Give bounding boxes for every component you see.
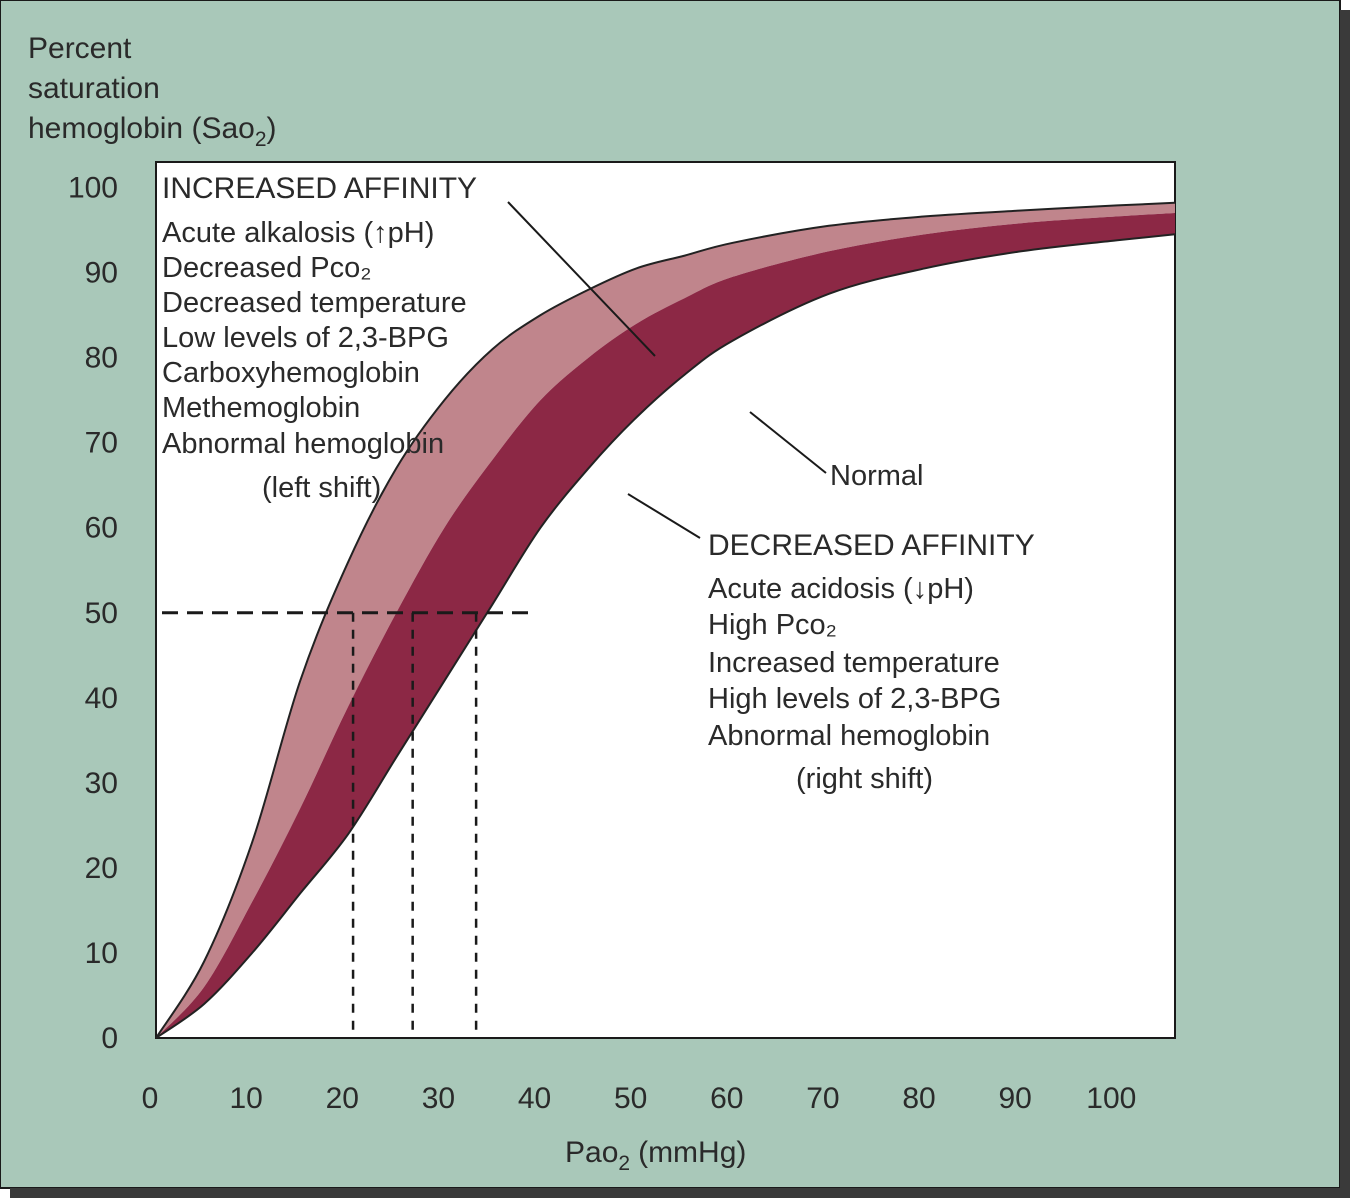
y-axis-title-line-1: Percent — [28, 32, 132, 65]
increased-affinity-item: Carboxyhemoglobin — [162, 357, 420, 389]
y-tick-label: 10 — [85, 937, 118, 970]
y-tick-label: 0 — [101, 1022, 118, 1055]
y-axis-title-line-3: hemoglobin (Sao2) — [28, 112, 277, 151]
increased-affinity-item: Acute alkalosis (↑pH) — [162, 217, 434, 249]
increased-affinity-item: Abnormal hemoglobin — [162, 428, 444, 460]
increased-affinity-item: Decreased temperature — [162, 287, 467, 319]
figure-shadow-right — [1340, 10, 1350, 1198]
y-tick-label: 60 — [85, 512, 118, 545]
increased-affinity-item: Methemoglobin — [162, 392, 360, 424]
normal-annotation: Normal — [749, 411, 923, 492]
y-axis-title-line-2: saturation — [28, 72, 160, 105]
decreased-affinity-pointer — [627, 493, 701, 539]
curve-bands — [155, 201, 1176, 1039]
y-tick-label: 50 — [85, 597, 118, 630]
increased-affinity-item: Low levels of 2,3-BPG — [162, 322, 449, 354]
x-tick-label: 100 — [1086, 1082, 1136, 1115]
decreased-affinity-item: High Pco₂ — [708, 609, 837, 641]
x-tick-label: 20 — [326, 1082, 359, 1115]
increased-affinity-pointer — [507, 201, 656, 357]
y-tick-label: 30 — [85, 767, 118, 800]
y-tick-label: 20 — [85, 852, 118, 885]
y-tick-label: 70 — [85, 427, 118, 460]
decreased-affinity-item: Acute acidosis (↓pH) — [708, 573, 974, 605]
x-tick-label: 10 — [229, 1082, 262, 1115]
normal-pointer — [749, 411, 827, 474]
x-tick-label: 40 — [518, 1082, 551, 1115]
x-tick-label: 80 — [902, 1082, 935, 1115]
normal-label: Normal — [830, 460, 923, 492]
decreased-affinity-heading: DECREASED AFFINITY — [708, 529, 1035, 562]
increased-affinity-heading: INCREASED AFFINITY — [162, 172, 477, 205]
decreased-affinity-item: High levels of 2,3-BPG — [708, 683, 1001, 715]
increased-affinity-item: Decreased Pco₂ — [162, 252, 372, 284]
axis-ticks: 0 10 20 30 40 50 60 70 80 90 100 0 10 20 30 40 50 60 70 80 9… — [68, 172, 1136, 1115]
x-tick-label: 0 — [142, 1082, 159, 1115]
decreased-affinity-item: Increased temperature — [708, 647, 1000, 679]
y-tick-label: 80 — [85, 342, 118, 375]
decreased-affinity-note: (right shift) — [796, 763, 933, 795]
right-shift-curve-line — [155, 233, 1176, 1039]
y-tick-label: 100 — [68, 172, 118, 205]
x-tick-label: 70 — [806, 1082, 839, 1115]
left-shift-curve-line — [155, 201, 1176, 1039]
y-tick-label: 90 — [85, 257, 118, 290]
increased-affinity-annotation: INCREASED AFFINITY Acute alkalosis (↑pH)… — [162, 172, 656, 504]
figure-shadow-bottom — [10, 1188, 1350, 1198]
x-axis-title: Pao2 (mmHg) — [565, 1136, 746, 1175]
y-tick-label: 40 — [85, 682, 118, 715]
x-tick-label: 50 — [614, 1082, 647, 1115]
x-tick-label: 30 — [422, 1082, 455, 1115]
decreased-affinity-item: Abnormal hemoglobin — [708, 720, 990, 752]
increased-affinity-note: (left shift) — [262, 472, 381, 504]
decreased-affinity-annotation: DECREASED AFFINITY Acute acidosis (↓pH) … — [627, 493, 1035, 795]
p50-reference-lines — [162, 611, 532, 1038]
decreased-affinity-band — [156, 213, 1175, 1038]
increased-affinity-band — [156, 202, 1175, 1039]
x-tick-label: 60 — [710, 1082, 743, 1115]
x-tick-label: 90 — [999, 1082, 1032, 1115]
